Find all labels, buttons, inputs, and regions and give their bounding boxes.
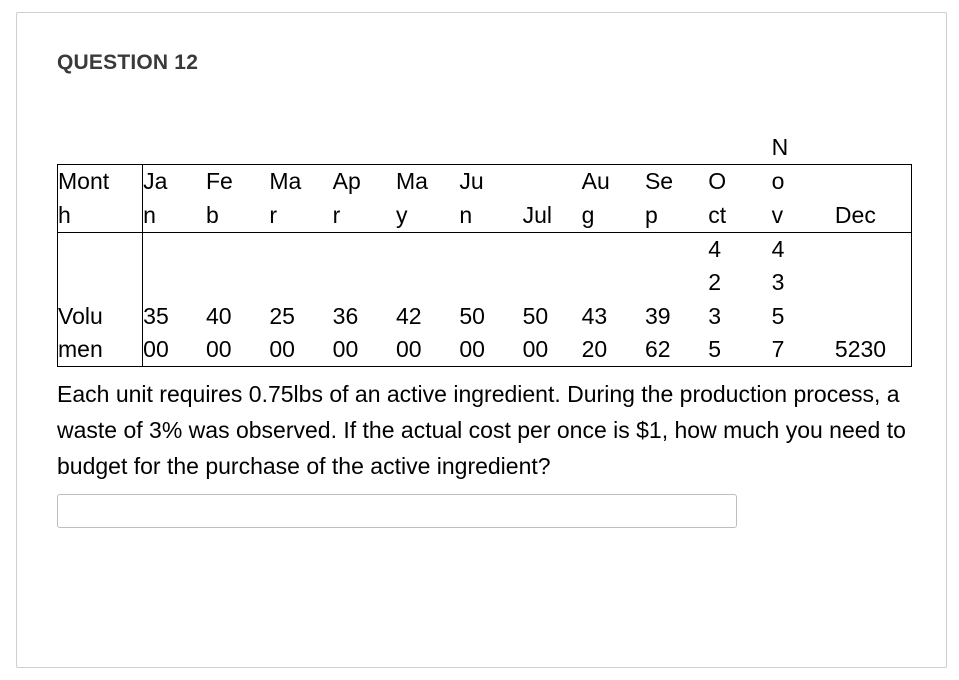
answer-input[interactable] — [57, 494, 737, 528]
question-panel: QUESTION 12 N — [16, 12, 947, 668]
month-cell: Ma r — [269, 165, 332, 233]
volume-cell: 35 00 — [143, 233, 206, 367]
pre-cell — [645, 131, 708, 165]
question-title: QUESTION 12 — [57, 51, 912, 75]
pre-cell — [708, 131, 771, 165]
month-cell: O ct — [708, 165, 771, 233]
volume-cell: 39 62 — [645, 233, 708, 367]
pre-cell — [523, 131, 582, 165]
pre-cell — [582, 131, 645, 165]
volume-cell: 43 20 — [582, 233, 645, 367]
pre-cell — [143, 131, 206, 165]
volume-cell: 4 2 3 5 — [708, 233, 771, 367]
month-cell: Ma y — [396, 165, 459, 233]
month-cell: Dec — [835, 165, 912, 233]
table-row-month: Mont h Ja n Fe b Ma r Ap r Ma y Ju n Jul… — [58, 165, 912, 233]
month-cell: o v — [772, 165, 835, 233]
table-pre-row: N — [58, 131, 912, 165]
table-row-volume: Volu men 35 00 40 00 25 00 36 00 42 00 5… — [58, 233, 912, 367]
month-cell: Jul — [523, 165, 582, 233]
month-cell: Au g — [582, 165, 645, 233]
volume-cell: 50 00 — [523, 233, 582, 367]
pre-cell — [333, 131, 396, 165]
month-cell: Fe b — [206, 165, 269, 233]
month-cell: Ja n — [143, 165, 206, 233]
volume-cell: 40 00 — [206, 233, 269, 367]
volume-cell: 25 00 — [269, 233, 332, 367]
question-prose: Each unit requires 0.75lbs of an active … — [57, 377, 912, 484]
volume-cell: 36 00 — [333, 233, 396, 367]
month-cell: Ap r — [333, 165, 396, 233]
volume-cell: 50 00 — [459, 233, 522, 367]
pre-cell — [396, 131, 459, 165]
data-table: N Mont h Ja n Fe b Ma r Ap r Ma y Ju n J… — [57, 131, 912, 367]
month-cell: Se p — [645, 165, 708, 233]
row-label-volume: Volu men — [58, 233, 143, 367]
volume-cell: 4 3 5 7 — [772, 233, 835, 367]
pre-cell — [835, 131, 912, 165]
pre-cell — [269, 131, 332, 165]
pre-cell — [206, 131, 269, 165]
row-label-month: Mont h — [58, 165, 143, 233]
month-cell: Ju n — [459, 165, 522, 233]
volume-cell: 42 00 — [396, 233, 459, 367]
pre-cell — [459, 131, 522, 165]
volume-cell: 5230 — [835, 233, 912, 367]
pre-cell: N — [772, 131, 835, 165]
